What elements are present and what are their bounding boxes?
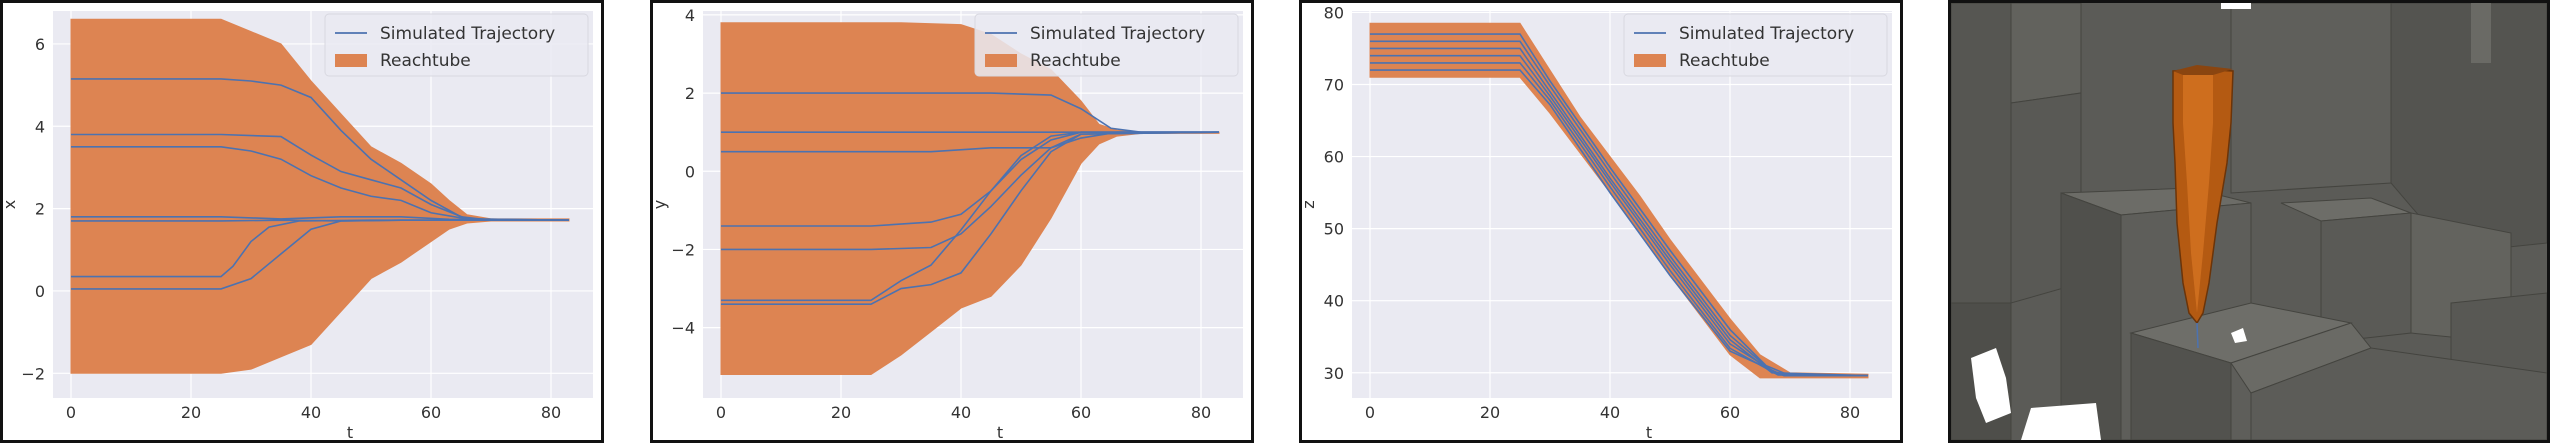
y-tick-label: 50	[1324, 220, 1344, 239]
legend-reachtube-swatch	[985, 54, 1017, 67]
y-tick-label: 0	[35, 282, 45, 301]
chart-panel-y: 0 20 40 60 80 −4 −2 0 2 4 t y Simulated Trajectory Re…	[650, 0, 1254, 443]
x-axis-label: t	[997, 423, 1003, 440]
x-tick-label: 40	[1600, 403, 1620, 422]
x-axis-label: t	[1646, 423, 1652, 440]
reachtube-band	[720, 22, 1220, 376]
x-tick-label: 80	[1191, 403, 1211, 422]
x-tick-label: 40	[951, 403, 971, 422]
y-tick-label: 70	[1324, 76, 1344, 95]
x-tick-label: 40	[301, 403, 321, 422]
y-axis-label: y	[653, 200, 669, 209]
3d-reachtube-scene	[1951, 3, 2547, 440]
y-tick-label: 2	[35, 200, 45, 219]
y-tick-label: 4	[35, 117, 45, 136]
x-trajectory-chart: 0 20 40 60 80 −2 0 2 4 6 t x Simulated Trajectory Rea…	[3, 11, 593, 440]
legend-trajectory-label: Simulated Trajectory	[1030, 24, 1205, 44]
reachtube-band	[70, 18, 570, 374]
trajectory-line	[71, 219, 569, 290]
trajectory-line	[71, 216, 570, 221]
y-tick-label: 4	[685, 6, 695, 25]
legend-box	[974, 13, 1239, 77]
legend-reachtube-label: Reachtube	[380, 51, 471, 71]
x-tick-label: 60	[1071, 403, 1091, 422]
trajectory-line	[1370, 62, 1869, 377]
y-tick-label: 30	[1324, 364, 1344, 383]
legend: Simulated Trajectory Reachtube	[324, 13, 589, 77]
x-tick-label: 20	[181, 403, 201, 422]
x-tick-label: 80	[1840, 403, 1860, 422]
y-tick-label: 80	[1324, 3, 1344, 22]
x-tick-label: 60	[1720, 403, 1740, 422]
legend-reachtube-label: Reachtube	[1030, 51, 1121, 71]
legend-trajectory-label: Simulated Trajectory	[380, 24, 555, 44]
legend: Simulated Trajectory Reachtube	[1623, 13, 1888, 77]
legend-reachtube-swatch	[335, 54, 367, 67]
trajectory-line	[71, 133, 570, 221]
x-tick-label: 60	[421, 403, 441, 422]
y-tick-label: 40	[1324, 292, 1344, 311]
y-trajectory-chart: 0 20 40 60 80 −4 −2 0 2 4 t y Simulated Trajectory Re…	[653, 6, 1243, 440]
legend-trajectory-label: Simulated Trajectory	[1679, 24, 1854, 44]
legend-reachtube-swatch	[1634, 54, 1666, 67]
scene-render-panel	[1948, 0, 2550, 443]
legend-reachtube-label: Reachtube	[1679, 51, 1770, 71]
trajectory-line	[721, 131, 1220, 305]
chart-panel-x: 0 20 40 60 80 −2 0 2 4 6 t x Simulated Trajectory Rea…	[0, 0, 604, 443]
x-tick-label: 0	[1365, 403, 1375, 422]
legend: Simulated Trajectory Reachtube	[974, 13, 1239, 77]
legend-box	[1623, 13, 1888, 77]
y-tick-label: −4	[671, 319, 695, 338]
x-tick-label: 80	[541, 403, 561, 422]
y-tick-label: 0	[685, 162, 695, 181]
y-tick-label: 6	[35, 35, 45, 54]
trajectory-line	[721, 131, 1220, 251]
trajectory-line	[71, 146, 570, 221]
y-tick-label: 60	[1324, 148, 1344, 167]
y-tick-label: −2	[21, 364, 45, 383]
trajectory-line	[1370, 69, 1868, 377]
trajectory-line	[721, 131, 1219, 302]
y-tick-label: −2	[671, 240, 695, 259]
y-axis-label: z	[1302, 200, 1318, 208]
x-axis-label: t	[347, 423, 353, 440]
x-tick-label: 0	[716, 403, 726, 422]
x-tick-label: 20	[1480, 403, 1500, 422]
x-tick-label: 20	[831, 403, 851, 422]
legend-box	[324, 13, 589, 77]
trajectory-line	[71, 78, 569, 221]
chart-panel-z: 0 20 40 60 80 30 40 50 60 70 80 t z Simulated Traject…	[1299, 0, 1903, 443]
y-axis-label: x	[3, 200, 19, 209]
x-tick-label: 0	[66, 403, 76, 422]
y-tick-label: 2	[685, 84, 695, 103]
z-trajectory-chart: 0 20 40 60 80 30 40 50 60 70 80 t z Simulated Traject…	[1302, 3, 1892, 440]
